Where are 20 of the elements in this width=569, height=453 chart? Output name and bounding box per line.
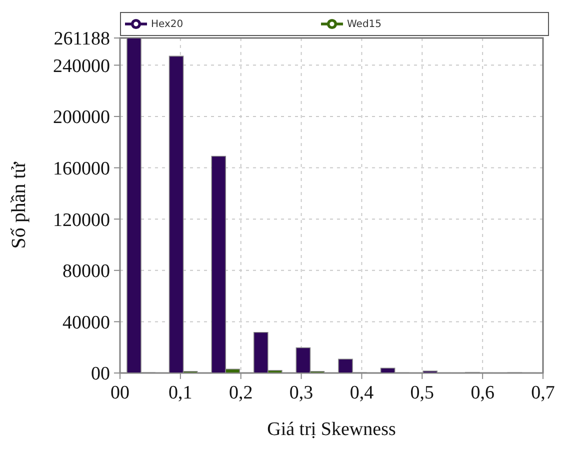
y-axis-title: Số phần tử <box>8 161 30 249</box>
y-tick-label: 120000 <box>53 210 110 231</box>
x-tick-label: 0,5 <box>410 382 434 404</box>
y-tick-label: 200000 <box>53 107 110 128</box>
legend-label: Wed15 <box>347 18 383 32</box>
x-tick-label: 0,7 <box>531 382 555 404</box>
x-tick-label: 0,3 <box>289 382 314 404</box>
x-tick-label: 0,4 <box>350 382 374 404</box>
y-tick-label: 00 <box>91 364 110 385</box>
y-tick-label: 261188 <box>54 28 110 50</box>
x-tick-label: 0,1 <box>168 382 192 404</box>
y-tick-label: 40000 <box>62 312 110 334</box>
x-tick-label: 0,6 <box>470 382 494 404</box>
x-tick-label: 00 <box>110 382 130 404</box>
legend-label: Hex20 <box>151 18 184 32</box>
x-axis-title: Giá trị Skewness <box>267 419 396 440</box>
y-tick-label: 80000 <box>62 261 110 282</box>
x-tick-label: 0,2 <box>228 382 253 404</box>
y-tick-label: 240000 <box>53 56 110 77</box>
y-tick-label: 160000 <box>53 158 110 180</box>
